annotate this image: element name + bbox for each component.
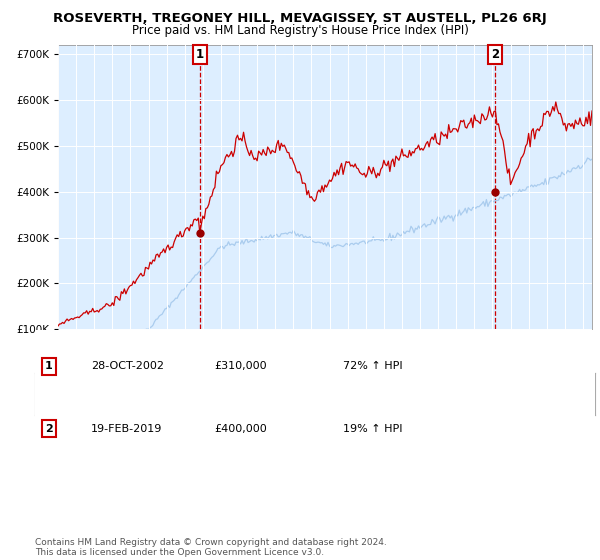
Text: £310,000: £310,000 <box>214 361 267 371</box>
Text: 2: 2 <box>45 423 53 433</box>
Text: ROSEVERTH, TREGONEY HILL, MEVAGISSEY, ST AUSTELL, PL26 6RJ (detached house): ROSEVERTH, TREGONEY HILL, MEVAGISSEY, ST… <box>77 379 516 389</box>
Text: ROSEVERTH, TREGONEY HILL, MEVAGISSEY, ST AUSTELL, PL26 6RJ: ROSEVERTH, TREGONEY HILL, MEVAGISSEY, ST… <box>53 12 547 25</box>
Text: HPI: Average price, detached house, Cornwall: HPI: Average price, detached house, Corn… <box>77 399 316 409</box>
Text: 1: 1 <box>45 361 53 371</box>
Text: Price paid vs. HM Land Registry's House Price Index (HPI): Price paid vs. HM Land Registry's House … <box>131 24 469 37</box>
Text: 72% ↑ HPI: 72% ↑ HPI <box>343 361 403 371</box>
Text: 19-FEB-2019: 19-FEB-2019 <box>91 423 163 433</box>
Text: £400,000: £400,000 <box>214 423 267 433</box>
Text: 28-OCT-2002: 28-OCT-2002 <box>91 361 164 371</box>
Text: 19% ↑ HPI: 19% ↑ HPI <box>343 423 403 433</box>
Text: 2: 2 <box>491 48 499 60</box>
Text: Contains HM Land Registry data © Crown copyright and database right 2024.
This d: Contains HM Land Registry data © Crown c… <box>35 538 387 557</box>
Text: 1: 1 <box>196 48 204 60</box>
